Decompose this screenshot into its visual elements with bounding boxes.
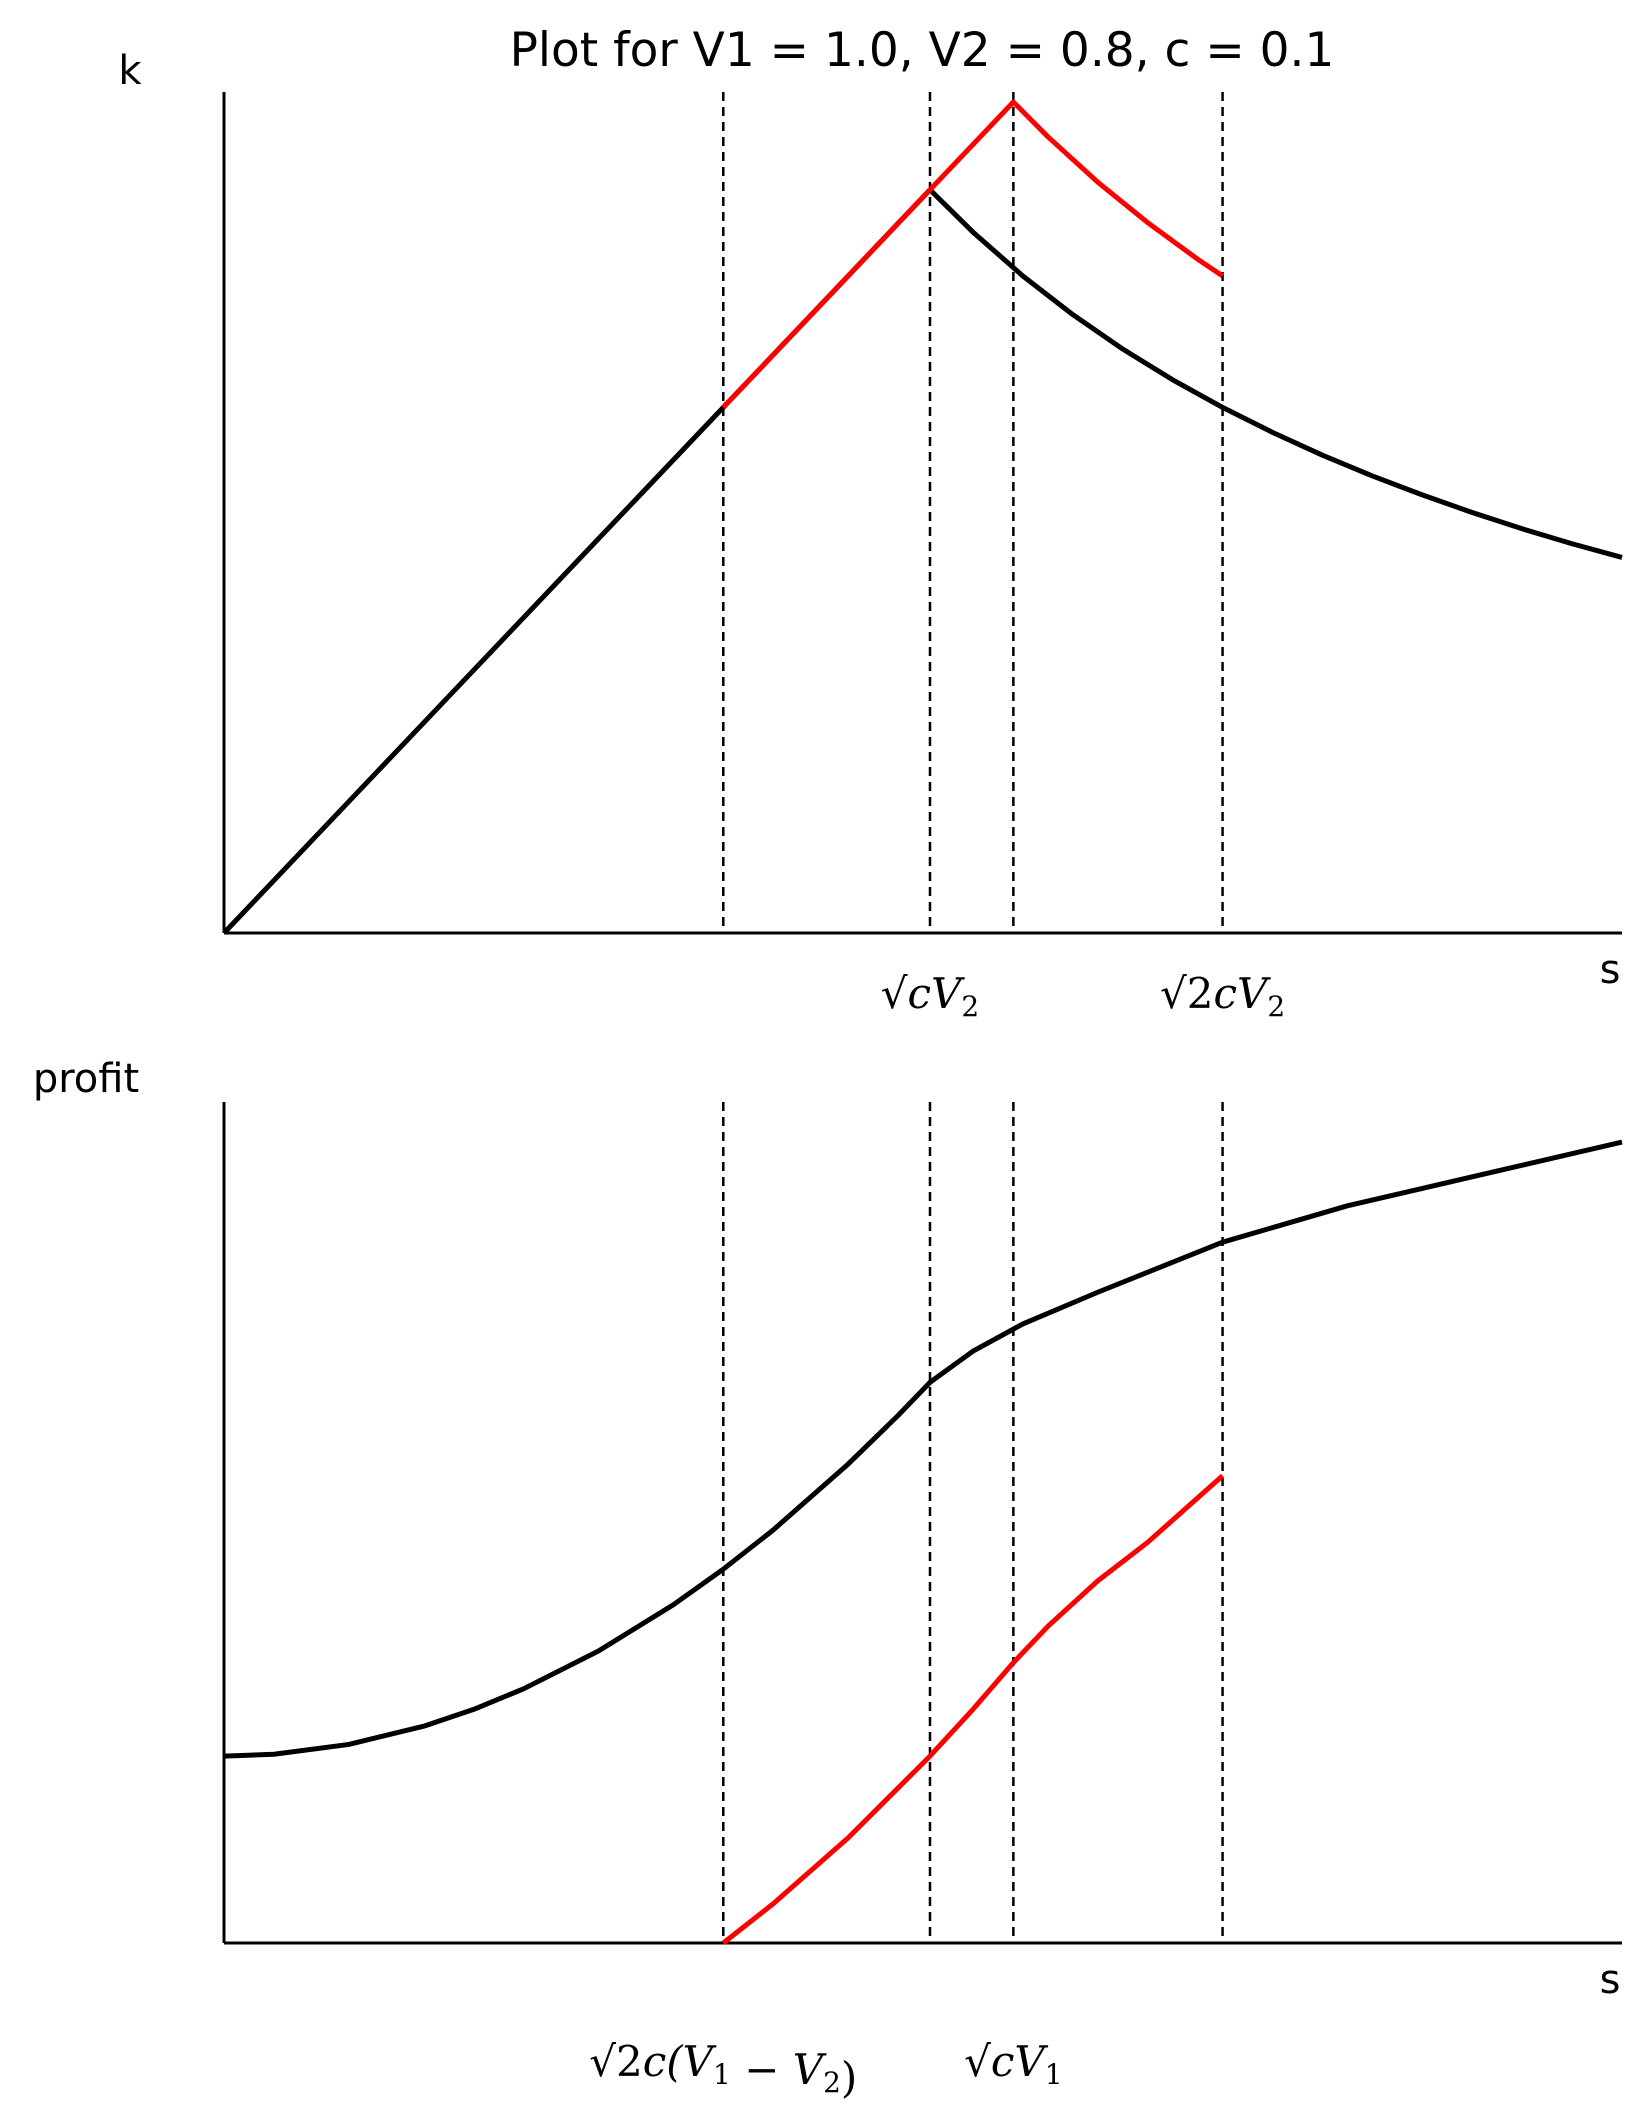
x-axis-label: s bbox=[1600, 947, 1621, 993]
profit-panel: profit s √2c(V1 − V2) √cV1 bbox=[33, 1056, 1623, 2102]
k-panel: k s √cV2 √2cV2 bbox=[118, 48, 1623, 1023]
black-series-line bbox=[222, 187, 1623, 935]
tick-label: √2cV2 bbox=[1160, 969, 1285, 1023]
y-axis-label: profit bbox=[33, 1056, 139, 1102]
red-series-line bbox=[721, 99, 1224, 410]
y-axis-label: k bbox=[118, 48, 142, 94]
tick-label: √2c(V1 − V2) bbox=[589, 2037, 857, 2102]
tick-label: √cV1 bbox=[964, 2037, 1062, 2091]
tick-label: √cV2 bbox=[881, 969, 979, 1023]
black-series-line bbox=[223, 1139, 1623, 1759]
red-series-line bbox=[721, 1473, 1225, 1945]
chart-title: Plot for V1 = 1.0, V2 = 0.8, c = 0.1 bbox=[510, 23, 1335, 78]
x-axis-label: s bbox=[1600, 1957, 1621, 2003]
